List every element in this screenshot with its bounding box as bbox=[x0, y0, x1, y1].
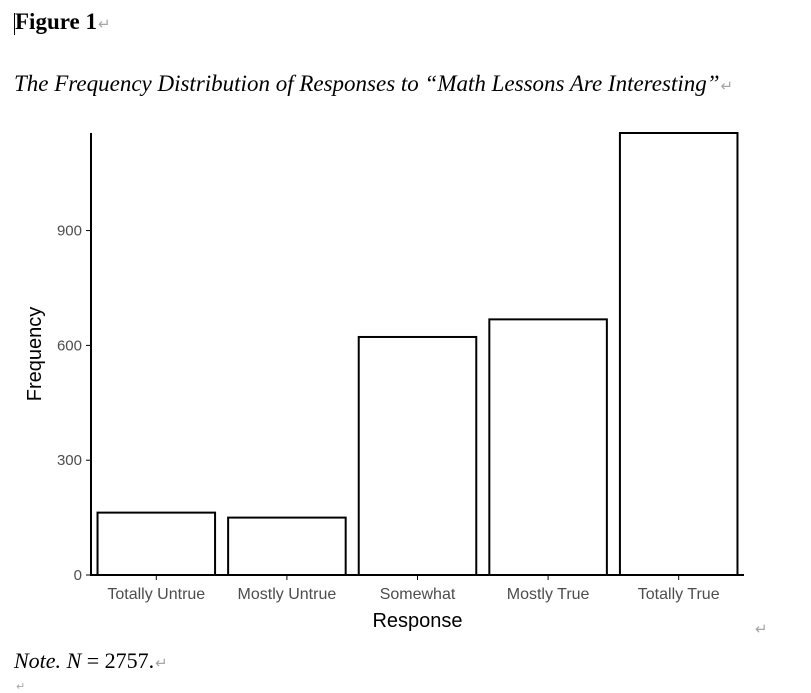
figure-title-text: The Frequency Distribution of Responses … bbox=[14, 71, 720, 96]
note-prefix: Note. bbox=[14, 648, 62, 673]
x-tick-label: Mostly Untrue bbox=[238, 586, 337, 603]
x-tick-label: Somewhat bbox=[380, 586, 456, 603]
x-tick-label: Totally True bbox=[638, 586, 720, 603]
y-tick-label: 900 bbox=[57, 223, 82, 240]
figure-label: Figure 1↵ bbox=[15, 9, 111, 35]
bar bbox=[488, 318, 608, 576]
paragraph-mark-icon: ↵ bbox=[16, 680, 26, 693]
bar bbox=[357, 335, 478, 576]
bar bbox=[227, 516, 347, 577]
figure-note: Note. N = 2757.↵ bbox=[14, 648, 168, 674]
text-cursor bbox=[14, 13, 15, 35]
paragraph-mark-icon: ↵ bbox=[755, 620, 768, 638]
y-tick-label: 600 bbox=[57, 337, 82, 354]
y-axis-title: Frequency bbox=[24, 307, 46, 402]
chart-labels: 0 300 600 900 Totally Untrue Mostly Untrue Som… bbox=[24, 223, 720, 632]
x-tick-label: Mostly True bbox=[507, 586, 590, 603]
note-n-value: = 2757. bbox=[81, 648, 155, 673]
x-tick-label: Totally Untrue bbox=[107, 586, 205, 603]
figure-title: The Frequency Distribution of Responses … bbox=[14, 71, 733, 97]
chart-bars bbox=[96, 132, 739, 577]
bar bbox=[618, 132, 739, 576]
y-tick-label: 0 bbox=[74, 567, 82, 584]
paragraph-mark-icon: ↵ bbox=[720, 77, 734, 95]
bar bbox=[96, 511, 217, 576]
x-axis-title: Response bbox=[372, 610, 462, 632]
paragraph-mark-icon: ↵ bbox=[155, 654, 168, 672]
y-tick-label: 300 bbox=[57, 452, 82, 469]
paragraph-mark-icon: ↵ bbox=[97, 15, 111, 33]
note-n-symbol: N bbox=[66, 648, 82, 673]
figure-label-text: Figure 1 bbox=[15, 9, 97, 34]
